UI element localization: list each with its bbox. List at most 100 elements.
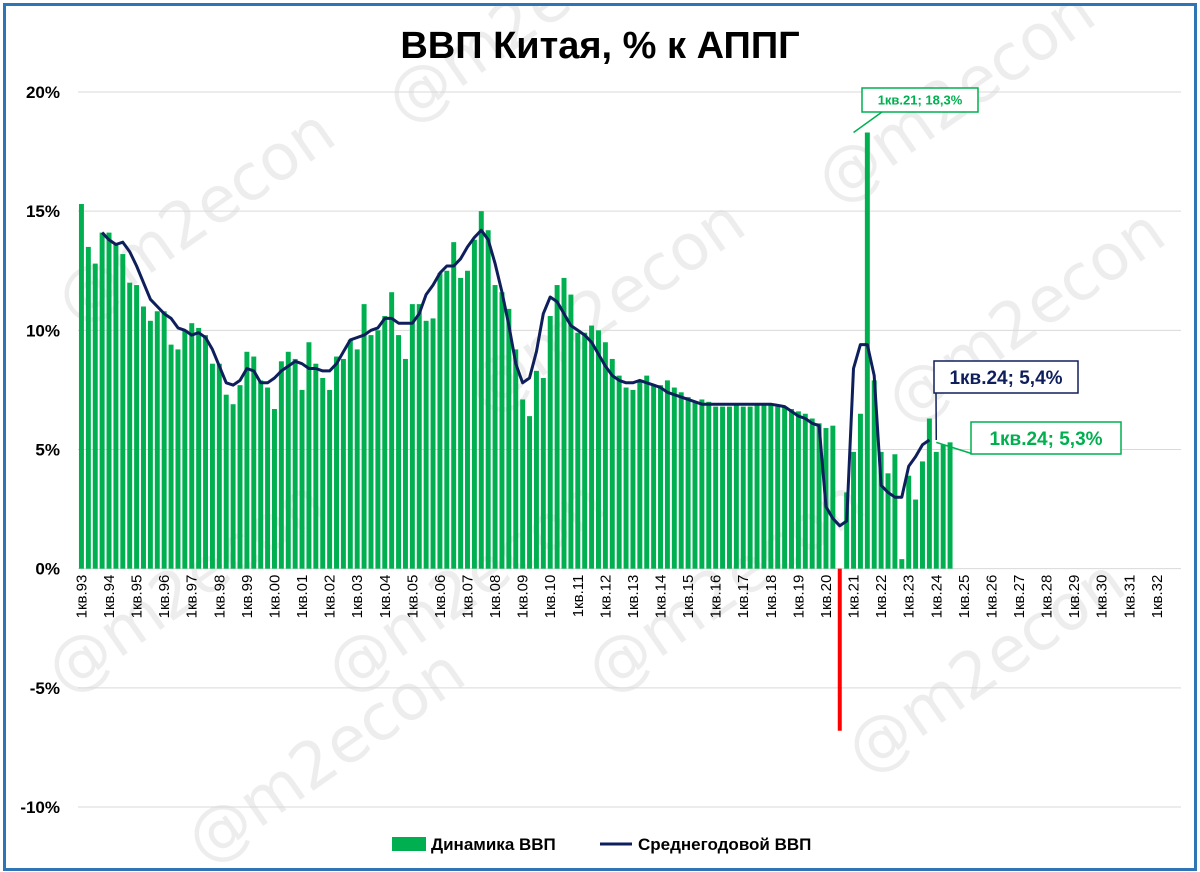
- x-tick-label: 1кв.27: [1011, 575, 1028, 619]
- bar: [327, 389, 333, 569]
- bar: [871, 380, 877, 569]
- x-tick-label: 1кв.00: [267, 575, 284, 619]
- annotation-leader: [936, 441, 974, 455]
- x-tick-label: 1кв.01: [294, 575, 311, 619]
- x-tick-label: 1кв.09: [515, 575, 532, 619]
- annotation-label: 1кв.21; 18,3%: [878, 93, 963, 108]
- annotation-box: [970, 421, 1122, 455]
- bar: [209, 363, 215, 569]
- bar: [582, 332, 588, 569]
- bar: [334, 356, 339, 569]
- bar: [120, 254, 126, 569]
- x-tick-label: 1кв.96: [156, 575, 173, 619]
- x-tick-label: 1кв.02: [322, 575, 339, 619]
- bar: [816, 423, 822, 569]
- x-tick-label: 1кв.14: [653, 575, 670, 619]
- bar: [740, 406, 746, 569]
- bar: [285, 351, 291, 569]
- bar: [168, 344, 174, 569]
- bar: [347, 339, 353, 569]
- bar: [230, 404, 236, 569]
- bar: [313, 363, 319, 569]
- y-tick-label: 15%: [26, 202, 60, 221]
- y-tick-label: -5%: [30, 679, 60, 698]
- x-tick-label: 1кв.15: [680, 575, 697, 619]
- bar: [258, 380, 264, 569]
- bar: [658, 385, 664, 569]
- avg-gdp-line-path: [101, 228, 931, 528]
- annotations: 1кв.21; 18,3% 1кв.24; 5,4% 1кв.24; 5,3%: [853, 87, 1122, 455]
- bar: [389, 292, 395, 569]
- bar: [602, 342, 608, 569]
- bar: [809, 418, 815, 569]
- bar: [182, 330, 188, 569]
- bar: [423, 320, 429, 569]
- bar: [692, 401, 698, 569]
- bar: [265, 387, 271, 569]
- bar: [375, 330, 381, 569]
- bar: [451, 242, 457, 569]
- x-axis-ticks: 1кв.93 1кв.94 1кв.95 1кв.96 1кв.97 1кв.98 1кв.…: [73, 575, 1166, 619]
- gdp-bars: [78, 132, 953, 569]
- bar: [554, 285, 560, 569]
- x-tick-label: 1кв.17: [735, 575, 752, 619]
- y-tick-label: 0%: [35, 560, 60, 579]
- covid-marker: [837, 568, 842, 731]
- bar: [913, 499, 919, 569]
- bar: [444, 270, 450, 569]
- annotation-box: [861, 87, 979, 113]
- bar: [492, 285, 498, 569]
- bar: [899, 559, 905, 569]
- bar: [671, 387, 677, 569]
- bar: [161, 311, 167, 569]
- bar: [92, 263, 98, 569]
- bar: [616, 375, 622, 569]
- bar: [189, 323, 195, 569]
- legend-label-line: Среднегодовой ВВП: [638, 835, 811, 854]
- bar: [575, 332, 581, 569]
- x-tick-label: 1кв.12: [597, 575, 614, 619]
- bar: [340, 358, 346, 569]
- chart-title: ВВП Китая, % к АППГ: [400, 25, 799, 67]
- x-tick-label: 1кв.24: [928, 575, 945, 619]
- bar: [775, 406, 781, 569]
- bar: [720, 406, 726, 569]
- y-tick-label: 5%: [35, 441, 60, 460]
- bar: [223, 394, 229, 569]
- bar: [802, 413, 808, 569]
- bar: [416, 304, 422, 569]
- bar: [623, 387, 629, 569]
- bar: [713, 406, 719, 569]
- bar: [761, 404, 767, 569]
- bar: [947, 442, 953, 569]
- legend-swatch-bars: [392, 837, 426, 851]
- bar: [499, 292, 505, 569]
- x-tick-label: 1кв.97: [184, 575, 201, 619]
- bar: [361, 304, 367, 569]
- bar: [733, 404, 739, 569]
- annotation-leader: [853, 111, 883, 134]
- bar: [878, 451, 884, 569]
- x-tick-label: 1кв.32: [1149, 575, 1166, 619]
- bar: [609, 358, 615, 569]
- bar: [106, 232, 112, 569]
- chart-canvas: @m2econ @m2econ @m2econ @m2econ @m2econ …: [20, 6, 1181, 868]
- x-tick-label: 1кв.28: [1039, 575, 1056, 619]
- bar: [271, 408, 277, 569]
- annotation-box: [933, 360, 1079, 394]
- bar: [299, 389, 305, 569]
- bar: [354, 349, 360, 569]
- bar: [278, 361, 284, 569]
- bar: [768, 404, 774, 569]
- bar: [113, 244, 119, 569]
- x-tick-label: 1кв.98: [211, 575, 228, 619]
- x-tick-label: 1кв.94: [101, 575, 118, 619]
- x-tick-label: 1кв.07: [460, 575, 477, 619]
- x-tick-label: 1кв.11: [570, 575, 587, 618]
- bar: [644, 375, 650, 569]
- avg-gdp-line: [101, 228, 931, 528]
- bar: [906, 475, 912, 569]
- bar: [196, 327, 202, 569]
- bar: [471, 239, 477, 569]
- bar: [320, 378, 326, 569]
